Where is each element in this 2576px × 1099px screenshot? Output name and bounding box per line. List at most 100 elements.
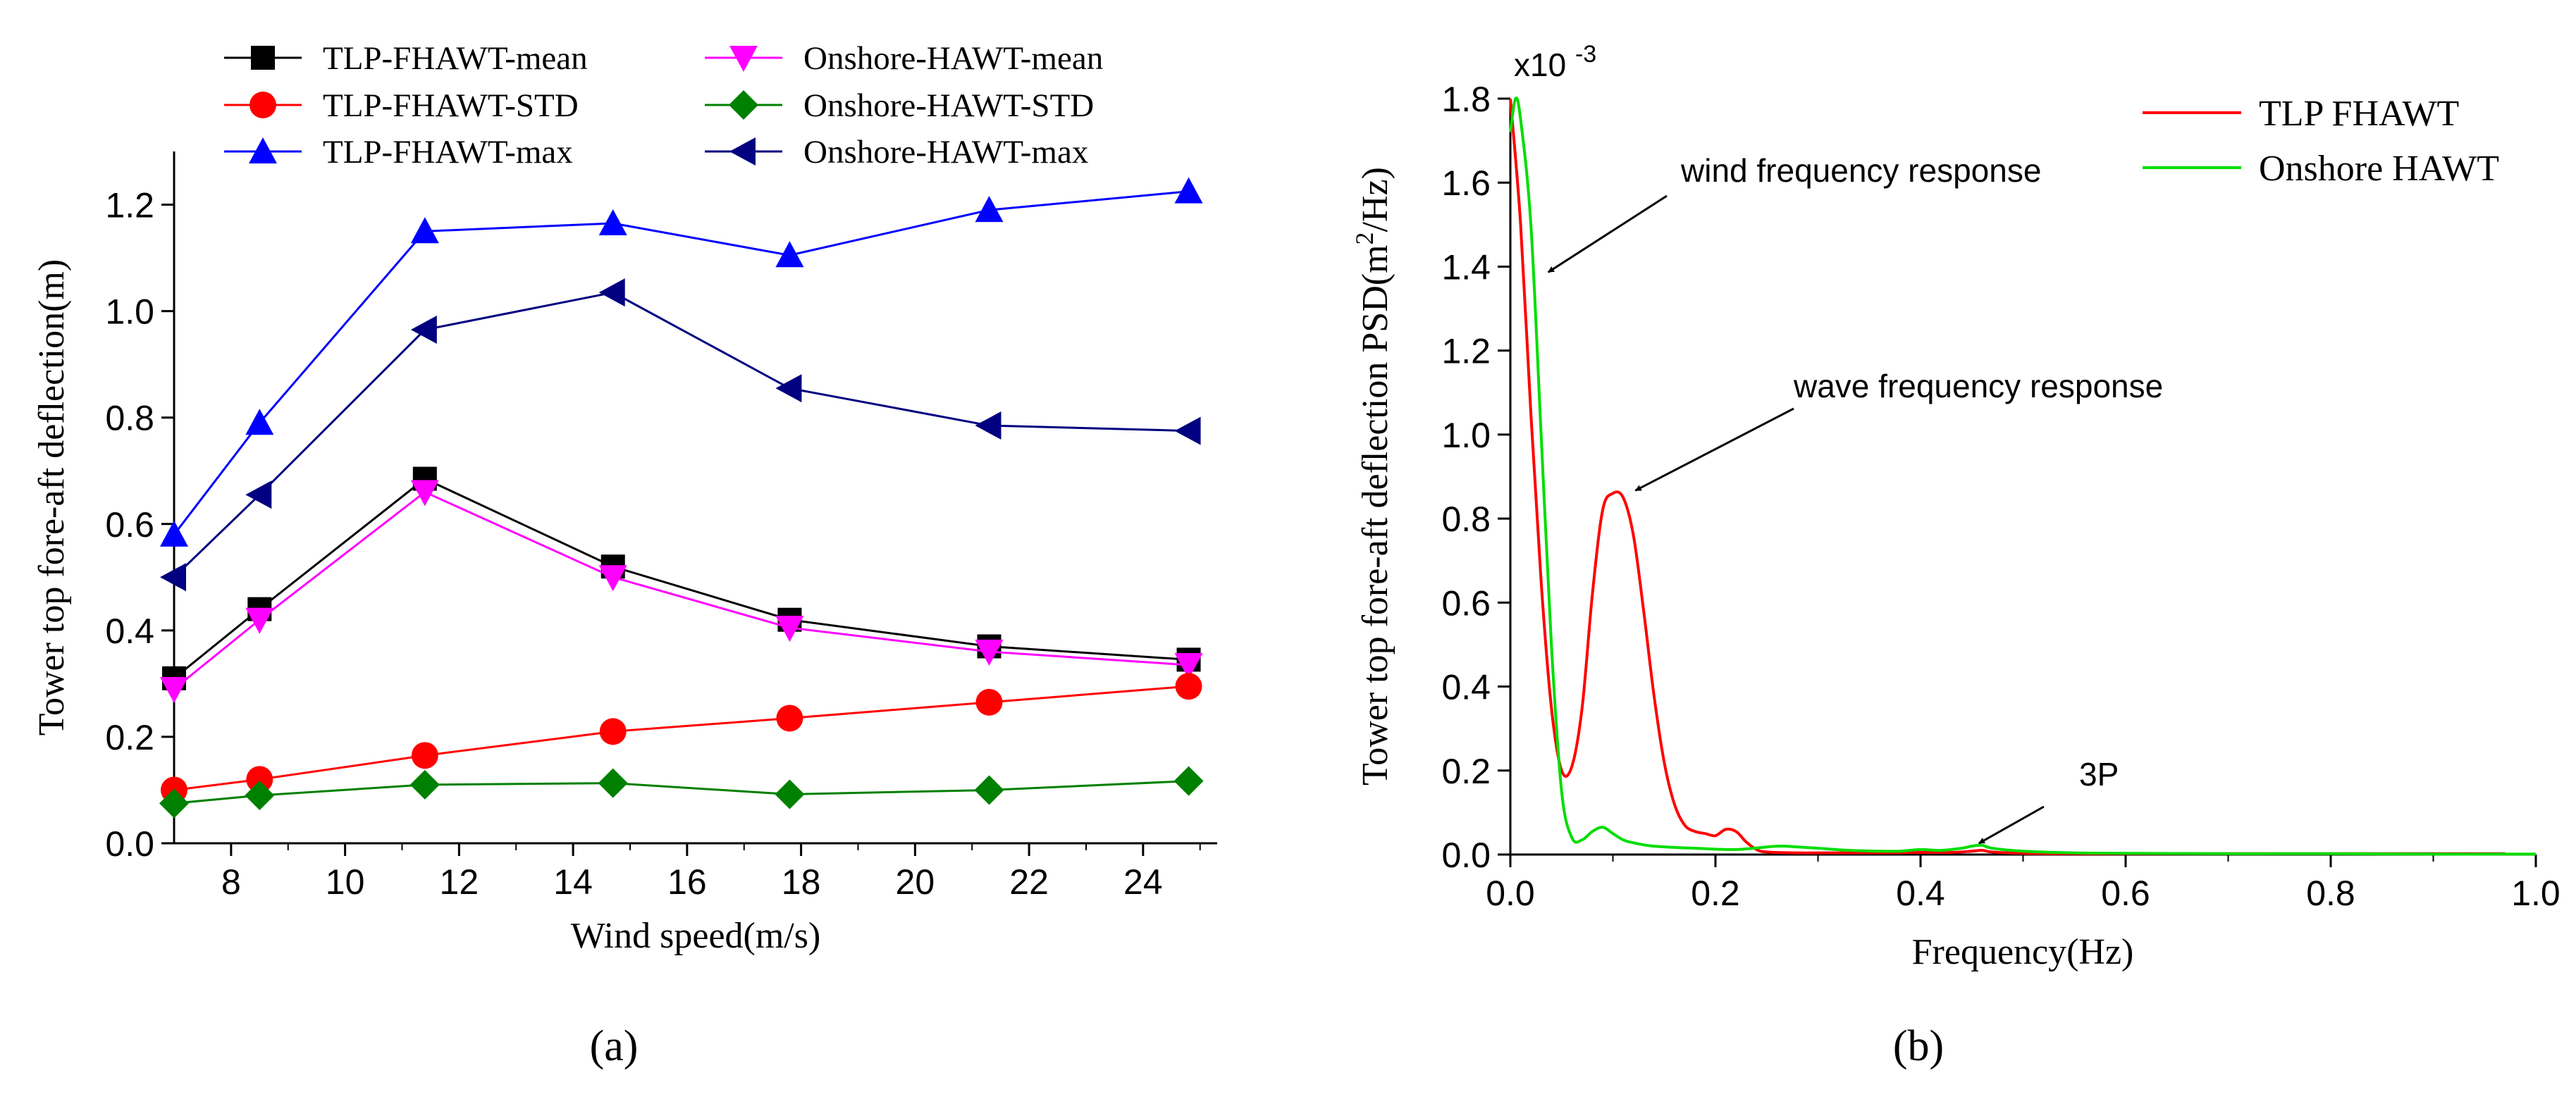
series-line-onshore-hawt — [1509, 97, 2537, 856]
data-point-tlp-fhawt-max — [598, 209, 627, 235]
series-line-tlp-fhawt-max — [173, 190, 1189, 535]
annotation-wave-frequency-response: wave frequency response — [1634, 368, 2163, 492]
panel-a-y-ticks: 0.0 0.2 0.4 0.6 0.8 1.0 1.2 — [105, 186, 174, 864]
panel-a-y-axis-label: Tower top fore-aft deflection(m) — [32, 259, 72, 735]
panel-a-y-tick-label: 1.0 — [105, 292, 154, 332]
panel-b-x-tick-label: 1.0 — [2511, 874, 2560, 913]
panel-a-label-text: (a) — [590, 1022, 639, 1070]
panel-b-y-axis-label-suffix: /Hz) — [1355, 167, 1395, 232]
panel-a-y-tick-label: 0.8 — [105, 399, 154, 438]
legend-label: Onshore-HAWT-max — [803, 134, 1088, 170]
data-point-onshore-hawt-std — [409, 769, 440, 800]
data-point-onshore-hawt-std — [1173, 766, 1204, 796]
panel-b-legend: TLP FHAWT Onshore HAWT — [2143, 94, 2499, 189]
legend-label: Onshore-HAWT-mean — [803, 40, 1103, 77]
data-point-onshore-hawt-max — [775, 374, 802, 403]
data-point-onshore-hawt-max — [245, 480, 272, 509]
series-tlp-fhawt-mean — [162, 466, 1201, 690]
legend-item-onshore-hawt: Onshore HAWT — [2143, 149, 2499, 189]
legend-label: TLP-FHAWT-mean — [323, 40, 588, 77]
panel-b-y-axis-label-prefix: Tower top fore-aft deflection PSD(m — [1355, 244, 1395, 785]
panel-b-label-text: (b) — [1893, 1022, 1944, 1070]
panel-a-y-tick-label: 0.0 — [105, 824, 154, 864]
series-tlp-fhawt-std — [161, 673, 1202, 804]
panel-b-axis-multiplier-base: x10 — [1514, 46, 1566, 83]
data-point-tlp-fhawt-std — [599, 718, 627, 745]
data-point-onshore-hawt-mean — [975, 640, 1004, 666]
annotation-text: wind frequency response — [1680, 152, 2041, 189]
panel-a-label: (a) — [590, 1022, 639, 1070]
legend-swatch-marker — [249, 92, 276, 118]
panel-b-y-tick-label: 1.2 — [1441, 332, 1491, 371]
panel-b: 0.0 0.2 0.4 0.6 0.8 1.0 1.2 1.4 1.6 1.8 0.0 0.2 0.4… — [1350, 41, 2560, 1070]
panel-b-y-axis-label: Tower top fore-aft deflection PSD(m2/Hz) — [1350, 167, 1395, 786]
panel-b-x-tick-label: 0.6 — [2101, 874, 2150, 913]
panel-a-x-tick-label: 20 — [896, 862, 935, 902]
annotation-arrow — [1634, 407, 1794, 492]
data-point-onshore-hawt-mean — [775, 616, 804, 642]
data-point-tlp-fhawt-max — [245, 409, 274, 435]
series-line-onshore-hawt-std — [173, 780, 1189, 805]
panel-b-x-axis-label: Frequency(Hz) — [1912, 932, 2134, 972]
data-point-onshore-hawt-max — [160, 563, 186, 592]
data-point-onshore-hawt-mean — [245, 607, 274, 634]
data-point-onshore-hawt-std — [245, 781, 275, 811]
data-point-tlp-fhawt-std — [776, 704, 803, 732]
panel-b-series — [1509, 97, 2537, 856]
legend-label: Onshore HAWT — [2259, 149, 2499, 189]
panel-b-label: (b) — [1893, 1022, 1944, 1070]
panel-a-y-tick-label: 0.2 — [105, 718, 154, 757]
series-onshore-hawt-mean — [160, 480, 1203, 703]
legend-item-onshore-hawt-max: Onshore-HAWT-max — [705, 134, 1088, 170]
panel-a-legend: TLP-FHAWT-mean Onshore-HAWT-mean TLP-FHAWT… — [224, 40, 1103, 170]
series-line-tlp-fhawt-std — [173, 685, 1189, 791]
data-point-tlp-fhawt-max — [775, 241, 804, 268]
legend-swatch-marker — [251, 46, 275, 70]
panel-b-annotations: wind frequency response wave frequency re… — [1547, 152, 2163, 845]
panel-b-x-tick-label: 0.4 — [1896, 874, 1945, 913]
legend-swatch-marker — [729, 90, 758, 120]
panel-b-y-tick-label: 0.2 — [1441, 752, 1491, 791]
legend-label: Onshore-HAWT-STD — [803, 87, 1094, 124]
panel-b-y-tick-label: 1.8 — [1441, 80, 1491, 119]
legend-item-tlp-fhawt-mean: TLP-FHAWT-mean — [224, 40, 588, 77]
data-point-onshore-hawt-mean — [410, 480, 439, 507]
legend-label: TLP FHAWT — [2259, 94, 2459, 134]
panel-b-x-tick-label: 0.0 — [1486, 874, 1535, 913]
panel-a-x-tick-label: 8 — [221, 862, 241, 902]
annotation-text: 3P — [2079, 756, 2119, 793]
legend-item-onshore-hawt-std: Onshore-HAWT-STD — [705, 87, 1094, 124]
panel-a-x-ticks: 8 10 12 14 16 18 20 22 24 — [221, 843, 1201, 902]
data-point-tlp-fhawt-std — [411, 742, 438, 769]
series-line-tlp-fhawt-mean — [173, 477, 1189, 679]
panel-a-x-tick-label: 10 — [326, 862, 365, 902]
legend-label: TLP-FHAWT-max — [323, 134, 573, 170]
panel-b-x-tick-label: 0.2 — [1691, 874, 1740, 913]
panel-a-x-tick-label: 12 — [440, 862, 479, 902]
data-point-onshore-hawt-std — [598, 768, 628, 798]
data-point-tlp-fhawt-max — [410, 217, 439, 244]
panel-a: 0.00.20.40.60.81.01.2 8 10 12 14 16 18 20 22 24 … — [32, 40, 1217, 1070]
panel-a-series — [159, 177, 1204, 819]
data-point-onshore-hawt-max — [975, 411, 1002, 440]
panel-b-y-tick-label: 0.0 — [1441, 836, 1491, 875]
data-point-onshore-hawt-max — [410, 316, 437, 344]
panel-b-y-tick-label: 0.8 — [1441, 499, 1491, 539]
panel-b-axis-multiplier-exp: -3 — [1575, 41, 1596, 68]
panel-b-x-tick-label: 0.8 — [2306, 874, 2355, 913]
series-line-tlp-fhawt — [1509, 98, 2506, 855]
data-point-tlp-fhawt-std — [975, 688, 1003, 716]
data-point-onshore-hawt-std — [775, 779, 805, 809]
data-point-onshore-hawt-mean — [598, 565, 627, 592]
series-onshore-hawt-std — [159, 766, 1204, 819]
data-point-onshore-hawt-max — [598, 278, 625, 307]
panel-a-x-tick-label: 22 — [1009, 862, 1049, 902]
data-point-tlp-fhawt-std — [246, 766, 273, 793]
panel-b-y-tick-label: 1.0 — [1441, 416, 1491, 455]
legend-swatch-marker — [729, 137, 756, 166]
series-onshore-hawt-max — [160, 278, 1201, 592]
data-point-tlp-fhawt-max — [975, 196, 1004, 223]
annotation-wind-frequency-response: wind frequency response — [1547, 152, 2041, 273]
legend-item-tlp-fhawt-std: TLP-FHAWT-STD — [224, 87, 579, 124]
